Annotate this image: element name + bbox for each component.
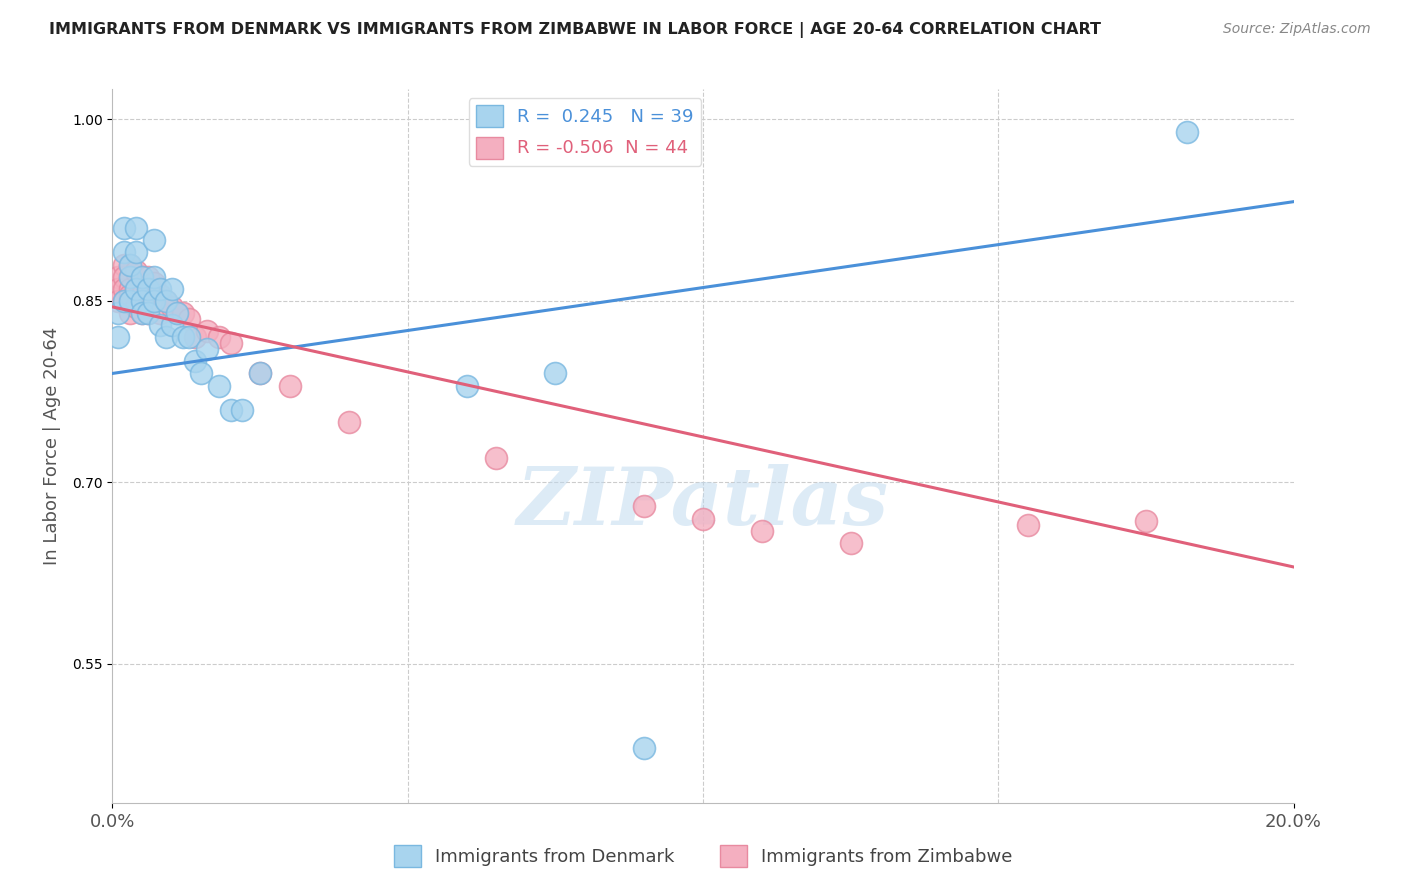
Point: [125, 282, 148, 296]
Point: [120, 269, 142, 284]
Point: [120, 293, 142, 308]
Point: [219, 402, 242, 417]
Point: [160, 282, 183, 296]
Point: [136, 288, 159, 302]
Legend: R =  0.245   N = 39, R = -0.506  N = 44: R = 0.245 N = 39, R = -0.506 N = 44: [468, 98, 702, 166]
Text: IMMIGRANTS FROM DENMARK VS IMMIGRANTS FROM ZIMBABWE IN LABOR FORCE | AGE 20-64 C: IMMIGRANTS FROM DENMARK VS IMMIGRANTS FR…: [49, 22, 1101, 38]
Point: [120, 282, 142, 296]
Point: [337, 415, 360, 429]
Point: [149, 306, 172, 320]
Point: [142, 293, 165, 308]
Point: [184, 330, 207, 344]
Point: [1017, 517, 1039, 532]
Point: [456, 378, 478, 392]
Point: [249, 367, 271, 381]
Point: [544, 367, 567, 381]
Point: [112, 293, 135, 308]
Point: [160, 300, 183, 314]
Point: [692, 511, 714, 525]
Point: [208, 330, 231, 344]
Point: [131, 269, 153, 284]
Point: [219, 336, 242, 351]
Point: [633, 500, 655, 514]
Point: [149, 318, 172, 332]
Point: [160, 318, 183, 332]
Point: [112, 245, 135, 260]
Point: [166, 306, 188, 320]
Point: [125, 245, 148, 260]
Point: [136, 269, 159, 284]
Point: [112, 221, 135, 235]
Point: [136, 306, 159, 320]
Point: [184, 354, 207, 368]
Point: [278, 378, 301, 392]
Point: [172, 306, 194, 320]
Point: [125, 221, 148, 235]
Point: [155, 293, 177, 308]
Point: [172, 330, 194, 344]
Text: ZIPatlas: ZIPatlas: [517, 465, 889, 541]
Y-axis label: In Labor Force | Age 20-64: In Labor Force | Age 20-64: [44, 326, 60, 566]
Point: [149, 288, 172, 302]
Point: [120, 258, 142, 272]
Point: [120, 288, 142, 302]
Point: [179, 312, 201, 326]
Point: [1175, 124, 1198, 138]
Point: [107, 330, 129, 344]
Point: [107, 306, 129, 320]
Point: [136, 306, 159, 320]
Point: [839, 535, 862, 549]
Legend: Immigrants from Denmark, Immigrants from Zimbabwe: Immigrants from Denmark, Immigrants from…: [387, 838, 1019, 874]
Point: [231, 402, 253, 417]
Point: [112, 269, 135, 284]
Point: [149, 282, 172, 296]
Text: Source: ZipAtlas.com: Source: ZipAtlas.com: [1223, 22, 1371, 37]
Point: [142, 233, 165, 247]
Point: [136, 282, 159, 296]
Point: [131, 306, 153, 320]
Point: [142, 269, 165, 284]
Point: [179, 330, 201, 344]
Point: [751, 524, 773, 538]
Point: [125, 282, 148, 296]
Point: [125, 300, 148, 314]
Point: [155, 293, 177, 308]
Point: [249, 367, 271, 381]
Point: [131, 288, 153, 302]
Point: [195, 324, 218, 338]
Point: [155, 330, 177, 344]
Point: [142, 293, 165, 308]
Point: [120, 258, 142, 272]
Point: [485, 451, 508, 466]
Point: [633, 741, 655, 756]
Point: [112, 293, 135, 308]
Point: [166, 306, 188, 320]
Point: [190, 367, 212, 381]
Point: [107, 269, 129, 284]
Point: [131, 269, 153, 284]
Point: [131, 306, 153, 320]
Point: [107, 293, 129, 308]
Point: [1135, 514, 1157, 528]
Point: [112, 258, 135, 272]
Point: [112, 282, 135, 296]
Point: [208, 378, 231, 392]
Point: [107, 282, 129, 296]
Point: [142, 276, 165, 290]
Point: [120, 306, 142, 320]
Point: [195, 343, 218, 357]
Point: [120, 269, 142, 284]
Point: [131, 293, 153, 308]
Point: [125, 263, 148, 277]
